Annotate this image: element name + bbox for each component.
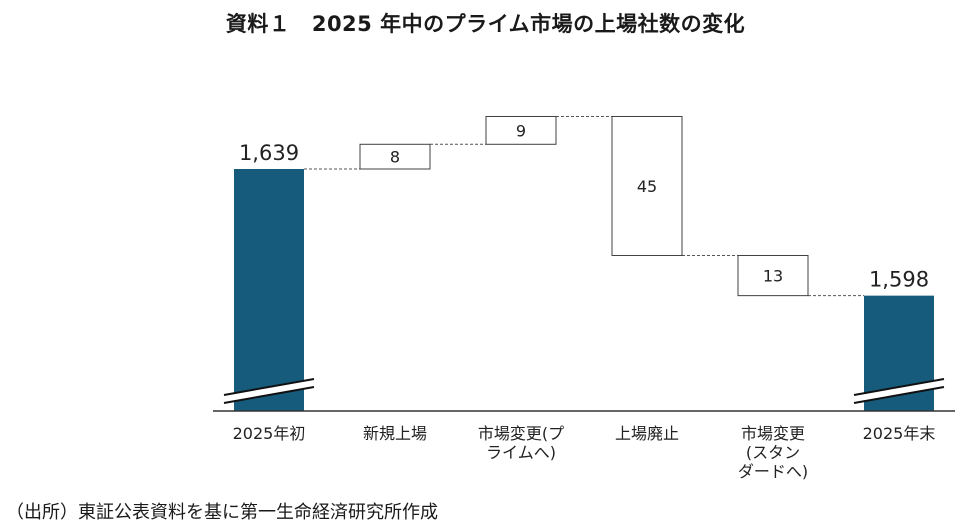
data-label: 1,639 [239,141,299,165]
category-label: (スタン [746,443,800,462]
bar-total [234,169,304,411]
data-label: 45 [637,177,657,196]
category-label: ライムへ) [486,443,556,462]
bar-step [611,115,683,256]
bar-step [737,254,809,297]
axis-break-mark [853,378,945,396]
chart-title: 資料１ 2025 年中のプライム市場の上場社数の変化 [225,12,746,36]
category-label: 2025年初 [233,424,306,443]
source-note: （出所）東証公表資料を基に第一生命経済研究所作成 [6,502,438,523]
category-label: 上場廃止 [615,424,679,443]
category-label: ダードへ) [738,462,808,481]
axis-break-gap [223,379,315,403]
axis-break-mark [223,386,315,404]
data-label: 8 [390,148,400,167]
axis-break-mark [853,386,945,404]
category-label: 市場変更(プ [478,424,564,443]
bar-step [359,143,431,170]
data-label: 9 [516,121,526,140]
bar-step [485,115,557,145]
category-label: 市場変更 [741,424,805,443]
category-label: 新規上場 [363,424,427,443]
axis-break-gap [853,379,945,403]
data-label: 13 [763,267,783,286]
category-label: 2025年末 [863,424,936,443]
axis-break-mark [223,378,315,396]
data-label: 1,598 [869,268,929,292]
